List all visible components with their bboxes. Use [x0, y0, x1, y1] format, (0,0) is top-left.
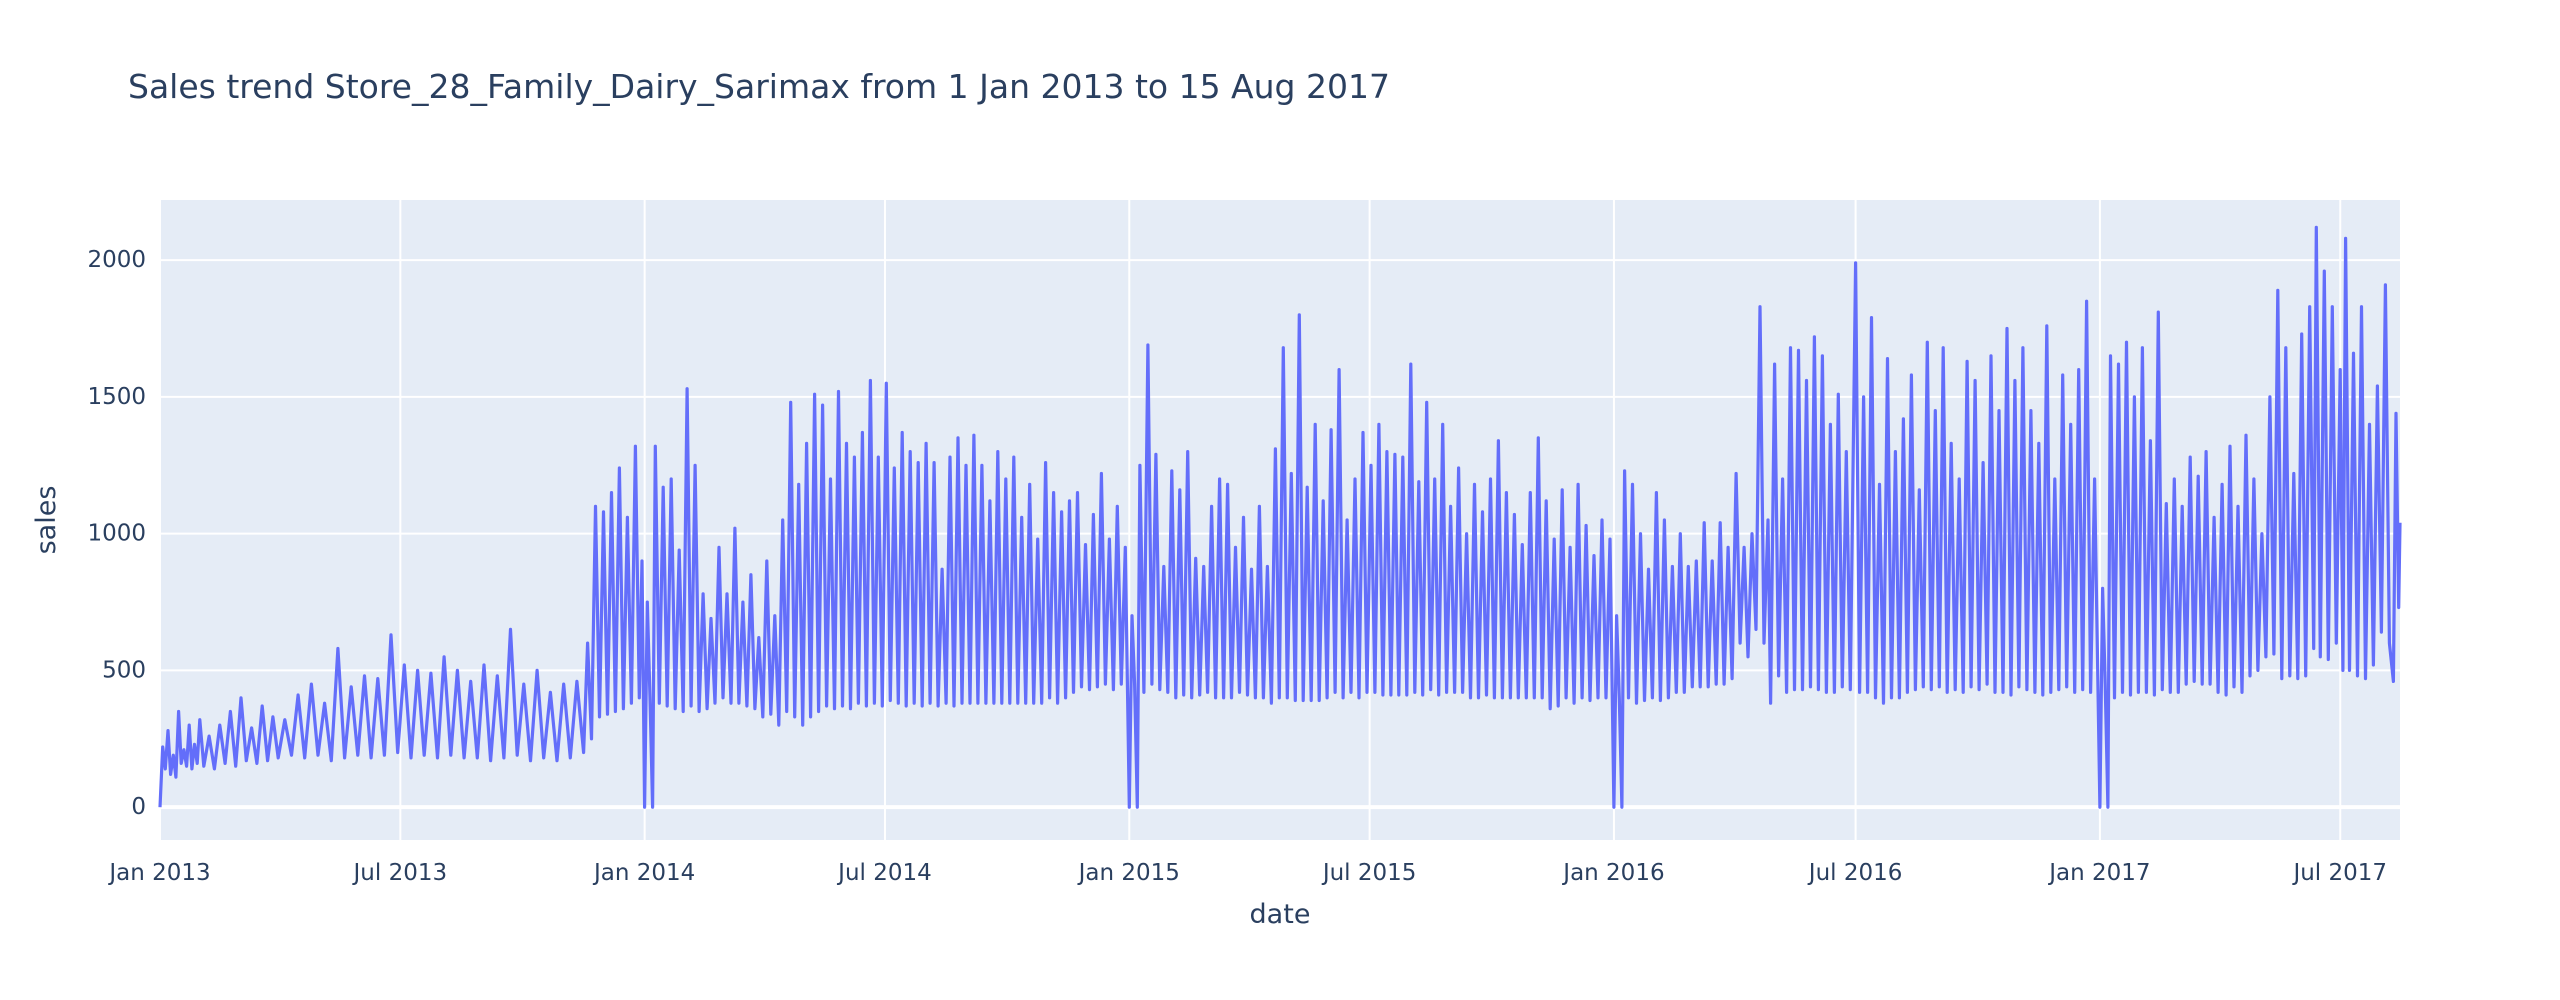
- x-tick-label: Jan 2013: [107, 860, 210, 886]
- sales-line: [158, 225, 2402, 809]
- y-axis-ticks: 0 500 1000 1500 2000: [87, 247, 146, 820]
- x-tick-label: Jan 2016: [1561, 860, 1664, 886]
- y-tick-label: 1000: [87, 521, 146, 547]
- x-tick-label: Jan 2014: [592, 860, 695, 886]
- x-tick-label: Jul 2015: [1321, 860, 1417, 886]
- x-tick-label: Jul 2014: [836, 860, 932, 886]
- x-tick-label: Jan 2015: [1077, 860, 1180, 886]
- y-axis-label: sales: [31, 486, 62, 555]
- x-tick-label: Jan 2017: [2047, 860, 2150, 886]
- x-tick-label: Jul 2016: [1807, 860, 1903, 886]
- y-tick-label: 500: [102, 657, 146, 683]
- y-tick-label: 2000: [87, 247, 146, 273]
- x-axis-ticks: Jan 2013 Jul 2013 Jan 2014 Jul 2014 Jan 2015…: [107, 860, 2387, 886]
- y-tick-label: 1500: [87, 384, 146, 410]
- y-tick-label: 0: [131, 794, 146, 820]
- x-tick-label: Jul 2013: [352, 860, 448, 886]
- x-tick-label: Jul 2017: [2291, 860, 2387, 886]
- chart-title: Sales trend Store_28_Family_Dairy_Sarima…: [128, 67, 1390, 106]
- x-axis-label: date: [1250, 899, 1311, 930]
